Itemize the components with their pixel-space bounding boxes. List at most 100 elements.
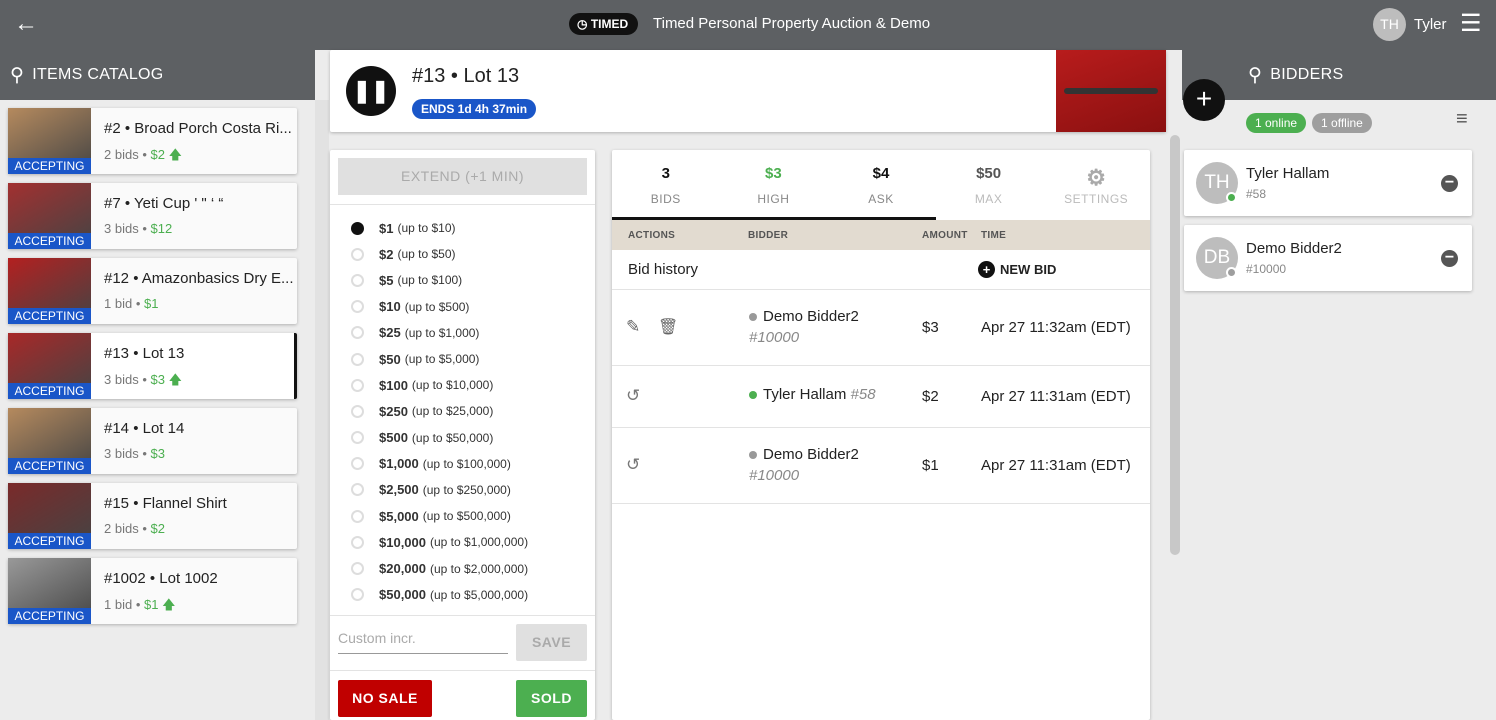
status-badge: ACCEPTING [8, 308, 91, 324]
new-bid-button[interactable]: + NEW BID [978, 261, 1056, 278]
radio-dot[interactable] [351, 221, 364, 235]
radio-dot[interactable] [351, 404, 364, 418]
offline-chip[interactable]: 1 offline [1312, 113, 1372, 133]
radio-dot[interactable] [351, 509, 364, 523]
timed-badge: ◷ TIMED [569, 13, 639, 35]
bidder-number: #10000 [749, 329, 800, 346]
stat-tab-ask[interactable]: $4 ASK [868, 165, 894, 206]
catalog-item[interactable]: ACCEPTING #7 • Yeti Cup ' " ‘ “ 3 bids •… [8, 183, 297, 249]
gear-icon[interactable]: ⚙ [1086, 165, 1107, 190]
increment-option[interactable]: $20,000 (up to $2,000,000) [330, 555, 595, 581]
status-badge: ACCEPTING [8, 458, 91, 474]
increment-option[interactable]: $2,500 (up to $250,000) [330, 477, 595, 503]
bid-amount: $3 [922, 319, 939, 336]
radio-dot[interactable] [351, 378, 364, 392]
increment-option[interactable]: $2 (up to $50) [330, 241, 595, 267]
increment-option[interactable]: $50 (up to $5,000) [330, 346, 595, 372]
stat-tab-settings[interactable]: ⚙ SETTINGS [1064, 165, 1129, 206]
item-price: $1 [143, 597, 159, 612]
bidder-name: Tyler Hallam [763, 386, 847, 403]
back-arrow-icon[interactable]: ← [14, 10, 38, 37]
sort-icon[interactable]: ≡ [1456, 108, 1468, 130]
clock-icon: ◷ [577, 17, 588, 31]
catalog-scrollbar[interactable] [315, 100, 329, 720]
catalog-header: ⚲ ITEMS CATALOG [0, 50, 315, 100]
custom-increment-input[interactable]: Custom incr. [338, 630, 508, 654]
item-thumbnail: ACCEPTING [8, 483, 91, 549]
bids-panel: 3 BIDS $3 HIGH $4 ASK $50 MAX ⚙ SETTINGS ACTIONS … [612, 150, 1150, 720]
user-avatar[interactable]: TH [1373, 8, 1406, 41]
increment-option[interactable]: $500 (up to $50,000) [330, 425, 595, 451]
item-title: #2 • Broad Porch Costa Ri... [104, 120, 292, 137]
ends-badge: ENDS 1d 4h 37min [412, 99, 537, 119]
stat-tab-high[interactable]: $3 HIGH [757, 165, 790, 206]
radio-dot[interactable] [351, 247, 364, 261]
radio-dot[interactable] [351, 535, 364, 549]
search-icon[interactable]: ⚲ [10, 64, 25, 86]
save-button[interactable]: SAVE [516, 624, 587, 661]
increment-option[interactable]: $50,000 (up to $5,000,000) [330, 582, 595, 608]
bidder-number: #58 [1246, 187, 1267, 201]
bidder-card[interactable]: TH Tyler Hallam #58 − [1184, 150, 1472, 216]
sold-button[interactable]: SOLD [516, 680, 587, 717]
bidder-card[interactable]: DB Demo Bidder2 #10000 − [1184, 225, 1472, 291]
bidder-number: #10000 [1246, 262, 1287, 276]
bid-row: ↺ Demo Bidder2 #10000 $1 Apr 27 11:31am (… [612, 427, 1150, 503]
catalog-item[interactable]: ACCEPTING #13 • Lot 13 3 bids • $3 🡅 [8, 333, 297, 399]
user-name[interactable]: Tyler [1414, 16, 1447, 33]
radio-dot[interactable] [351, 562, 364, 576]
item-thumbnail: ACCEPTING [8, 258, 91, 324]
history-icon[interactable]: ↺ [626, 386, 641, 405]
catalog-item[interactable]: ACCEPTING #14 • Lot 14 3 bids • $3 [8, 408, 297, 474]
radio-dot[interactable] [351, 352, 364, 366]
radio-dot[interactable] [351, 457, 364, 471]
menu-icon[interactable]: ☰ [1460, 10, 1482, 37]
remove-bidder-icon[interactable]: − [1441, 174, 1458, 192]
pause-button[interactable]: ❚❚ [346, 66, 396, 116]
increment-option[interactable]: $1 (up to $10) [330, 215, 595, 241]
lot-header: ❚❚ #13 • Lot 13 ENDS 1d 4h 37min [330, 50, 1166, 132]
stat-tab-max[interactable]: $50 MAX [974, 165, 1003, 206]
add-bidder-button[interactable]: + [1183, 79, 1225, 121]
radio-dot[interactable] [351, 588, 364, 602]
item-thumbnail: ACCEPTING [8, 333, 91, 399]
radio-dot[interactable] [351, 326, 364, 340]
item-thumbnail: ACCEPTING [8, 108, 91, 174]
bidder-name: Tyler Hallam [1246, 165, 1330, 182]
increment-option[interactable]: $100 (up to $10,000) [330, 372, 595, 398]
status-badge: ACCEPTING [8, 233, 91, 249]
delete-icon[interactable]: 🗑 [658, 319, 679, 336]
catalog-item[interactable]: ACCEPTING #15 • Flannel Shirt 2 bids • $… [8, 483, 297, 549]
catalog-item[interactable]: ACCEPTING #1002 • Lot 1002 1 bid • $1 🡅 [8, 558, 297, 624]
online-chip[interactable]: 1 online [1246, 113, 1307, 133]
increment-option[interactable]: $5,000 (up to $500,000) [330, 503, 595, 529]
item-thumbnail: ACCEPTING [8, 408, 91, 474]
increment-option[interactable]: $250 (up to $25,000) [330, 398, 595, 424]
increment-option[interactable]: $25 (up to $1,000) [330, 320, 595, 346]
item-price: $3 [150, 446, 165, 461]
radio-dot[interactable] [351, 300, 364, 314]
increment-option[interactable]: $5 (up to $100) [330, 267, 595, 293]
catalog-item[interactable]: ACCEPTING #2 • Broad Porch Costa Ri... 2… [8, 108, 297, 174]
arrow-up-icon: 🡅 [162, 597, 176, 612]
status-dot [749, 451, 757, 459]
radio-dot[interactable] [351, 431, 364, 445]
radio-dot[interactable] [351, 483, 364, 497]
catalog-item[interactable]: ACCEPTING #12 • Amazonbasics Dry E... 1 … [8, 258, 297, 324]
center-scrollbar[interactable] [1170, 135, 1180, 555]
radio-dot[interactable] [351, 273, 364, 287]
increment-option[interactable]: $10 (up to $500) [330, 294, 595, 320]
edit-icon[interactable]: ✎ [626, 317, 641, 336]
increment-option[interactable]: $1,000 (up to $100,000) [330, 451, 595, 477]
history-icon[interactable]: ↺ [626, 455, 641, 474]
item-thumbnail: ACCEPTING [8, 558, 91, 624]
arrow-up-icon: 🡅 [168, 147, 182, 162]
stat-tab-bids[interactable]: 3 BIDS [650, 165, 681, 206]
item-price: $1 [143, 296, 159, 311]
increment-option[interactable]: $10,000 (up to $1,000,000) [330, 529, 595, 555]
lot-image [1056, 50, 1166, 132]
extend-button[interactable]: EXTEND (+1 MIN) [338, 158, 587, 195]
remove-bidder-icon[interactable]: − [1441, 249, 1458, 267]
no-sale-button[interactable]: NO SALE [338, 680, 432, 717]
search-icon[interactable]: ⚲ [1248, 64, 1263, 86]
